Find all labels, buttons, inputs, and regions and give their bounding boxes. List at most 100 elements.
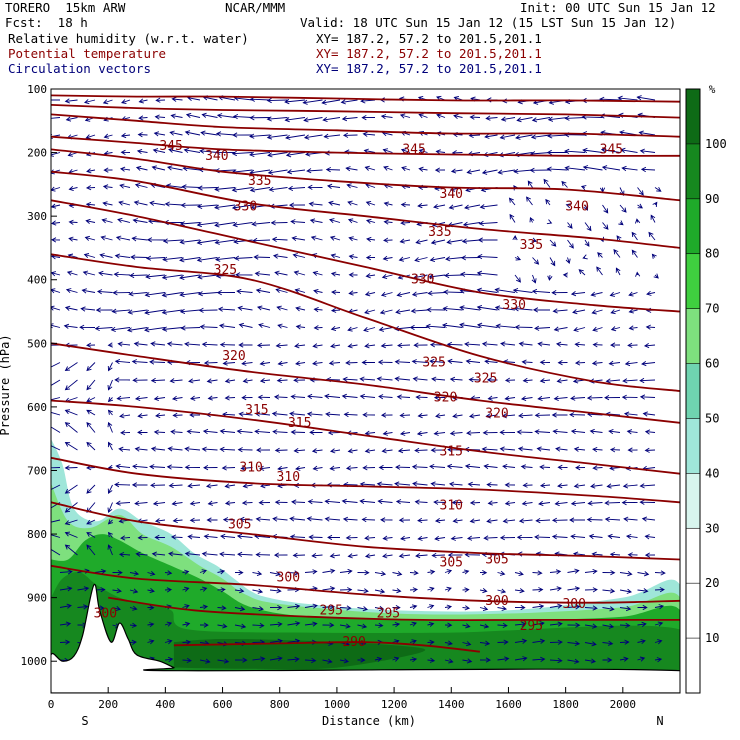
circulation-vector [537,341,551,347]
circulation-vector [359,376,376,382]
theta-label: 300 [485,594,508,609]
circulation-vector [240,465,253,471]
circulation-vector [637,203,643,209]
circulation-vector [236,288,253,295]
circulation-vector [131,482,148,488]
circulation-vector [84,99,96,105]
circulation-vector [206,378,218,384]
circulation-vector [103,133,113,139]
circulation-vector [258,465,271,471]
circulation-vector [99,253,113,259]
circulation-vector [635,271,641,277]
circulation-vector [409,621,417,627]
circulation-vector [380,412,393,418]
circulation-vector [179,221,201,227]
circulation-vector [364,448,376,454]
circulation-vector [64,442,78,451]
circulation-vector [650,214,656,223]
circulation-vector [107,531,113,538]
circulation-vector [625,533,638,540]
circulation-vector [380,517,393,523]
circulation-vector [238,342,253,348]
circulation-vector [164,656,174,663]
circulation-vector [164,570,173,576]
circulation-vector [285,152,306,158]
circulation-vector [609,291,621,297]
circulation-vector [187,483,201,489]
circulation-vector [589,428,603,435]
circulation-vector [583,204,589,211]
circulation-vector [590,483,603,489]
circulation-vector [150,377,166,384]
circulation-vector [433,430,446,436]
circulation-vector [199,148,218,154]
circulation-vector [567,568,580,574]
circulation-vector [619,571,633,577]
circulation-vector [497,639,509,645]
circulation-vector [551,534,568,540]
circulation-vector [584,568,598,575]
circulation-vector [169,378,183,384]
circulation-vector [374,605,385,611]
circulation-vector [107,544,113,556]
circulation-vector [65,288,78,294]
circulation-vector [443,289,463,295]
circulation-vector [147,605,155,611]
circulation-vector [59,639,71,645]
circulation-vector [268,186,288,192]
circulation-vector [232,132,253,138]
circulation-vector [324,498,341,505]
circulation-vector [199,324,218,330]
circulation-vector [570,428,586,435]
circulation-vector [392,656,400,662]
circulation-vector [444,272,463,279]
circulation-vector [552,428,568,435]
circulation-vector [357,657,366,663]
circulation-vector [134,182,148,189]
circulation-vector [357,606,369,612]
circulation-vector [171,96,183,102]
circulation-vector [234,570,244,576]
field-xy-rh: XY= 187.2, 57.2 to 201.5,201.1 [316,31,542,46]
circulation-vector [539,482,551,489]
theta-label: 315 [440,444,463,459]
circulation-vector [607,533,621,540]
theta-label: 335 [248,174,271,189]
circulation-vector [51,397,61,401]
circulation-vector [610,326,621,332]
circulation-vector [82,270,96,276]
circulation-vector [324,516,341,522]
circulation-vector [412,481,428,487]
circulation-vector [532,638,546,644]
theta-contour-320 [51,342,680,424]
circulation-vector [522,377,533,384]
circulation-vector [269,571,281,577]
circulation-vector [515,134,533,140]
circulation-vector [144,327,166,333]
theta-label: 340 [205,149,228,164]
circulation-vector [619,639,630,645]
circulation-vector [291,499,306,505]
y-tick-label: 300 [27,210,47,223]
circulation-vector [414,499,428,505]
circulation-vector [253,254,271,260]
init-time: Init: 00 UTC Sun 15 Jan 12 [520,0,716,15]
circulation-vector [51,237,61,243]
circulation-vector [127,309,148,315]
circulation-vector [500,116,516,122]
circulation-vector [562,272,568,278]
circulation-vector [255,516,271,522]
circulation-vector [462,658,473,664]
circulation-vector [380,114,393,120]
circulation-vector [303,117,323,123]
circulation-vector [179,274,201,281]
circulation-vector [347,343,358,349]
circulation-vector [234,657,248,663]
circulation-vector [189,395,201,401]
colorbar-label: 60 [705,357,719,371]
circulation-vector [395,309,411,315]
circulation-vector [357,623,368,629]
colorbar-label: 90 [705,192,719,206]
x-tick-label: 200 [98,698,118,711]
circulation-vector [608,360,621,366]
